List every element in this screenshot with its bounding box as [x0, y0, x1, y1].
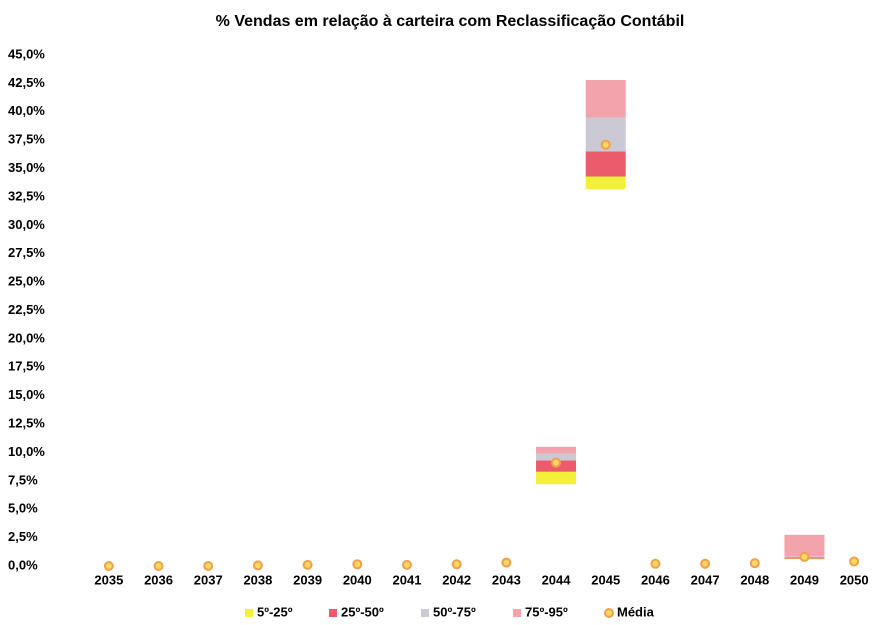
- mean-marker: [401, 559, 412, 570]
- y-tick-label: 2,5%: [8, 529, 38, 544]
- y-tick-label: 40,0%: [8, 103, 45, 118]
- legend-label: 25º-50º: [341, 604, 384, 619]
- y-tick-label: 10,0%: [8, 444, 45, 459]
- legend-swatch: [513, 609, 521, 617]
- bar-segment: [784, 534, 825, 557]
- mean-marker: [451, 559, 462, 570]
- y-tick-label: 35,0%: [8, 160, 45, 175]
- x-tick-label: 2046: [641, 572, 670, 587]
- legend-label: 50º-75º: [433, 604, 476, 619]
- mean-marker: [153, 561, 164, 571]
- y-tick-label: 5,0%: [8, 501, 38, 516]
- legend-swatch: [329, 609, 337, 617]
- mean-marker: [650, 558, 661, 569]
- mean-marker: [551, 457, 562, 468]
- x-tick-label: 2038: [243, 572, 272, 587]
- mean-marker: [749, 558, 760, 569]
- x-tick-label: 2044: [542, 572, 572, 587]
- mean-marker: [700, 558, 711, 569]
- y-tick-label: 27,5%: [8, 245, 45, 260]
- mean-marker: [352, 559, 363, 570]
- y-tick-label: 0,0%: [8, 557, 38, 572]
- y-tick-label: 15,0%: [8, 387, 45, 402]
- x-tick-label: 2048: [740, 572, 769, 587]
- x-tick-label: 2047: [691, 572, 720, 587]
- bar-segment: [536, 471, 577, 485]
- x-tick-label: 2049: [790, 572, 819, 587]
- bar-segment: [536, 446, 577, 454]
- mean-marker: [600, 139, 611, 150]
- x-tick-label: 2041: [393, 572, 422, 587]
- mean-marker: [103, 561, 114, 571]
- legend-label: Média: [617, 604, 655, 619]
- x-tick-label: 2037: [194, 572, 223, 587]
- legend-swatch: [245, 609, 253, 617]
- bar-segment: [585, 176, 626, 189]
- mean-marker: [501, 557, 512, 568]
- mean-marker: [203, 561, 214, 571]
- y-tick-label: 25,0%: [8, 274, 45, 289]
- legend-swatch: [604, 608, 614, 618]
- bar-segment: [585, 79, 626, 118]
- mean-marker: [849, 556, 860, 567]
- mean-marker: [799, 551, 810, 562]
- chart-title: % Vendas em relação à carteira com Recla…: [216, 13, 685, 30]
- x-tick-label: 2042: [442, 572, 471, 587]
- y-tick-label: 32,5%: [8, 188, 45, 203]
- x-tick-label: 2039: [293, 572, 322, 587]
- x-tick-label: 2050: [840, 572, 869, 587]
- y-tick-label: 37,5%: [8, 132, 45, 147]
- y-tick-label: 7,5%: [8, 472, 38, 487]
- x-tick-label: 2036: [144, 572, 173, 587]
- mean-marker: [252, 560, 263, 571]
- legend-label: 5º-25º: [257, 604, 293, 619]
- legend-label: 75º-95º: [525, 604, 568, 619]
- x-tick-label: 2040: [343, 572, 372, 587]
- x-tick-label: 2045: [591, 572, 620, 587]
- legend-swatch: [421, 609, 429, 617]
- mean-marker: [302, 559, 313, 570]
- x-tick-label: 2043: [492, 572, 521, 587]
- y-tick-label: 17,5%: [8, 359, 45, 374]
- y-tick-label: 42,5%: [8, 75, 45, 90]
- y-tick-label: 30,0%: [8, 217, 45, 232]
- y-tick-label: 45,0%: [8, 46, 45, 61]
- x-tick-label: 2035: [94, 572, 123, 587]
- bar-segment: [585, 151, 626, 177]
- y-tick-label: 20,0%: [8, 330, 45, 345]
- bar-segment: [536, 453, 577, 461]
- y-tick-label: 22,5%: [8, 302, 45, 317]
- y-tick-label: 12,5%: [8, 415, 45, 430]
